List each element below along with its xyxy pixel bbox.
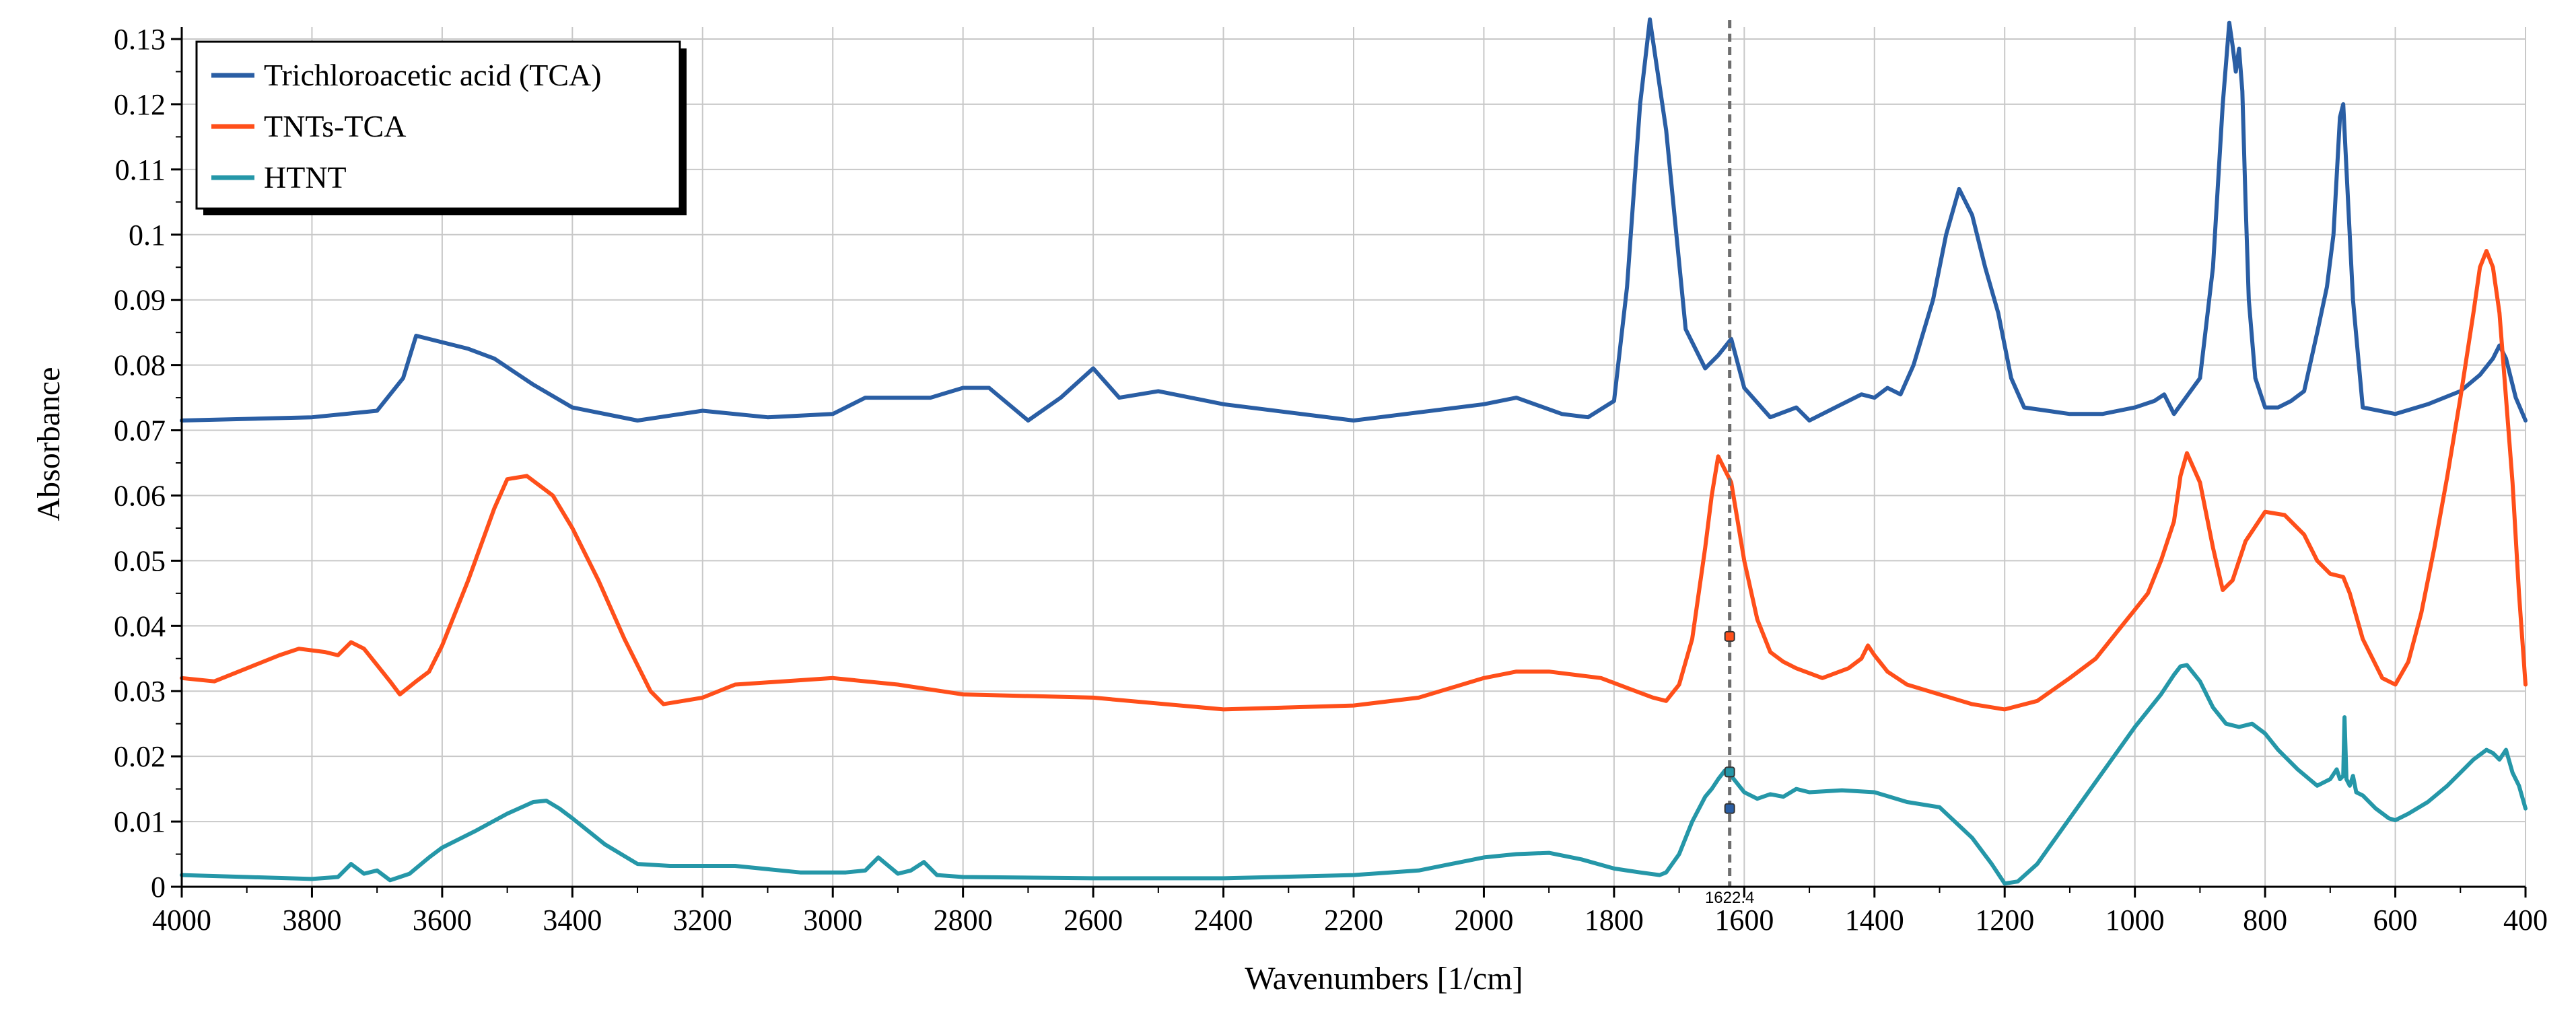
y-tick-label: 0.09 [114, 284, 166, 317]
legend-box [195, 40, 681, 210]
y-tick-label: 0.11 [115, 153, 166, 186]
x-tick-label: 1200 [1975, 904, 2034, 937]
y-tick-label: 0.07 [114, 414, 166, 447]
y-tick-label: 0.13 [114, 23, 166, 56]
y-tick-label: 0.06 [114, 479, 166, 512]
x-tick-label: 400 [2503, 904, 2548, 937]
x-tick-label: 3600 [413, 904, 472, 937]
cursor-marker[interactable] [1724, 803, 1735, 814]
y-tick-label: 0.05 [114, 544, 166, 577]
legend-entry: TNTs-TCA [264, 109, 406, 143]
cursor[interactable]: 1622.4 [1705, 20, 1754, 907]
legend-entry: HTNT [264, 160, 347, 194]
x-tick-label: 1600 [1714, 904, 1774, 937]
series-line-3 [180, 663, 2528, 886]
y-tick-label: 0.12 [114, 88, 166, 121]
x-tick-label: 800 [2243, 904, 2287, 937]
x-tick-label: 2800 [934, 904, 993, 937]
y-tick-label: 0.04 [114, 610, 166, 643]
legend: Trichloroacetic acid (TCA) TNTs-TCA HTNT [195, 40, 687, 215]
y-tick-label: 0.08 [114, 349, 166, 382]
x-tick-label: 4000 [152, 904, 211, 937]
y-tick-label: 0.01 [114, 805, 166, 838]
y-axis-title: Absorbance [31, 367, 67, 521]
x-tick-label: 1800 [1585, 904, 1644, 937]
y-tick-label: 0.03 [114, 675, 166, 708]
series-layer [180, 17, 2528, 886]
axes: 4000 3800 3600 3400 3200 3000 2800 2600 2400 2200… [114, 23, 2548, 937]
series-line-1 [180, 17, 2528, 423]
y-tick-label: 0.1 [129, 219, 166, 252]
cursor-marker[interactable] [1724, 766, 1735, 778]
x-tick-label: 3200 [673, 904, 732, 937]
x-tick-label: 3400 [543, 904, 602, 937]
y-tick-label: 0 [151, 871, 166, 904]
x-tick-label: 1400 [1845, 904, 1904, 937]
x-tick-label: 3800 [282, 904, 341, 937]
cursor-value-label: 1622.4 [1705, 889, 1754, 907]
x-tick-label: 3000 [803, 904, 862, 937]
x-tick-label: 2400 [1194, 904, 1253, 937]
cursor-marker[interactable] [1724, 630, 1735, 642]
x-axis-title: Wavenumbers [1/cm] [1245, 961, 1523, 996]
x-tick-label: 1000 [2105, 904, 2165, 937]
x-tick-label: 2200 [1324, 904, 1383, 937]
legend-entry: Trichloroacetic acid (TCA) [264, 58, 602, 92]
series-line-2 [180, 249, 2528, 712]
y-tick-label: 0.02 [114, 740, 166, 773]
x-tick-label: 2000 [1454, 904, 1513, 937]
x-tick-label: 600 [2373, 904, 2418, 937]
x-tick-label: 2600 [1064, 904, 1123, 937]
